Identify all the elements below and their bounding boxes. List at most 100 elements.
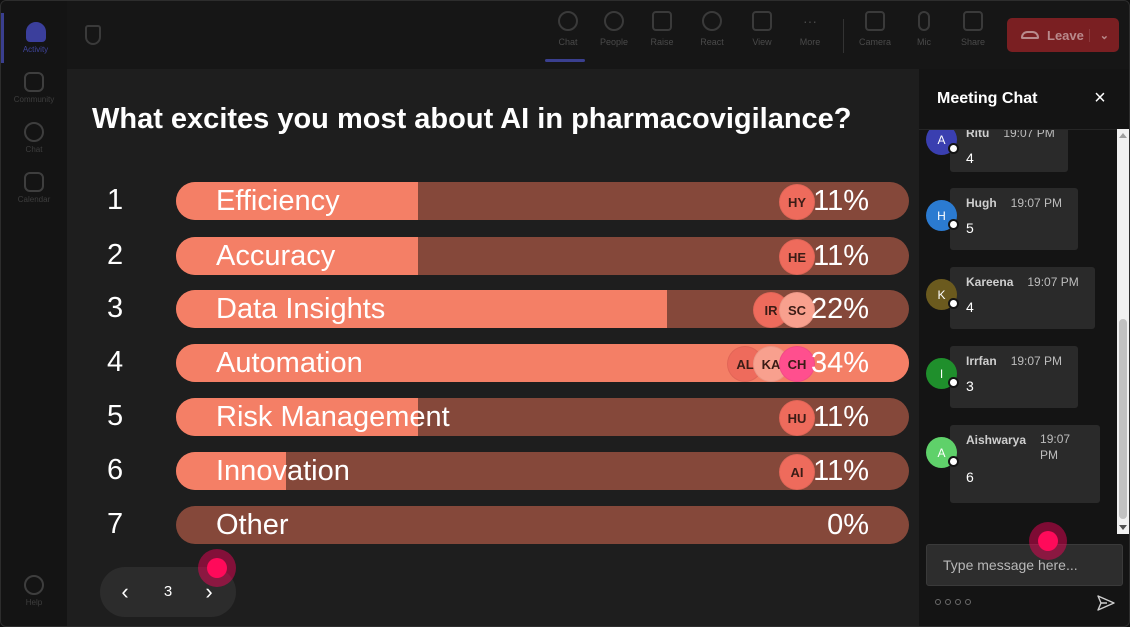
sender-name: Ritu — [966, 129, 990, 140]
poll-option-bar: Risk Management HU 11% — [176, 398, 909, 436]
avatar-initial: H — [937, 208, 946, 223]
chat-scrollbar[interactable] — [1117, 129, 1129, 534]
voter-avatar: CH — [779, 346, 815, 382]
poll-option-row[interactable]: 5 Risk Management HU 11% — [67, 398, 919, 436]
chat-message-list[interactable]: Ritu 19:07 PM 4 A Hugh 19:07 PM 5 H Kareena 19:07… — [919, 129, 1119, 534]
previous-page-button[interactable]: ‹ — [121, 579, 129, 604]
voter-avatars: CH KA AL — [727, 346, 815, 382]
rail-item-label: Chat — [25, 145, 43, 154]
avatar-initial: A — [937, 445, 946, 460]
rail-item-calendar[interactable]: Calendar — [1, 163, 67, 213]
message-time: 19:07 PM — [1003, 129, 1055, 140]
poll-option-row[interactable]: 6 Innovation AI 11% — [67, 452, 919, 490]
scrollbar-thumb[interactable] — [1119, 319, 1127, 519]
poll-option-row[interactable]: 1 Efficiency HY 11% — [67, 182, 919, 220]
poll-option-label: Automation — [216, 347, 363, 379]
send-icon[interactable] — [1097, 595, 1115, 611]
poll-option-label: Other — [216, 509, 289, 541]
toolbar-label: More — [799, 37, 821, 47]
people-icon — [604, 11, 624, 31]
rail-item-activity[interactable]: Activity — [1, 13, 67, 63]
poll-option-number: 3 — [107, 292, 124, 324]
toolbar-more-button[interactable]: ··· More — [785, 11, 835, 59]
poll-option-number: 7 — [107, 508, 124, 540]
poll-option-row[interactable]: 4 Automation CH KA AL 34% — [67, 344, 919, 382]
rail-item-help[interactable]: Help — [1, 566, 67, 616]
toolbar-label: People — [599, 37, 629, 47]
poll-option-bar: Data Insights SC IR 22% — [176, 290, 909, 328]
pointer-highlight — [1029, 522, 1067, 560]
rail-item-community[interactable]: Community — [1, 63, 67, 113]
toolbar-label: Raise — [650, 37, 674, 47]
message-bubble: Hugh 19:07 PM 5 — [950, 188, 1078, 250]
poll-option-percent: 11% — [813, 240, 869, 272]
chat-format-tools — [935, 599, 971, 605]
message-bubble: Aishwarya 19:07 PM 6 — [950, 425, 1100, 503]
toolbar-share-button[interactable]: Share — [948, 11, 998, 59]
poll-option-number: 2 — [107, 239, 124, 271]
poll-option-percent: 11% — [813, 401, 869, 433]
poll-option-percent: 11% — [813, 455, 869, 487]
rail-item-chat[interactable]: Chat — [1, 113, 67, 163]
message-header: Kareena 19:07 PM — [966, 275, 1079, 293]
avatar: H — [926, 200, 959, 231]
rail-item-label: Help — [25, 598, 43, 607]
rail-item-label: Calendar — [17, 195, 51, 204]
poll-option-row[interactable]: 2 Accuracy HE 11% — [67, 237, 919, 275]
toolbar-chat-button[interactable]: Chat — [543, 11, 593, 62]
poll-option-number: 6 — [107, 454, 124, 486]
toolbar-raise-button[interactable]: Raise — [637, 11, 687, 59]
toolbar-label: Share — [960, 37, 986, 47]
toolbar-camera-button[interactable]: Camera — [850, 11, 900, 59]
left-rail: Activity Community Chat Calendar Help — [1, 1, 67, 626]
voter-avatar: SC — [779, 292, 815, 328]
share-icon — [963, 11, 983, 31]
poll-option-percent: 0% — [827, 509, 869, 541]
leave-label: Leave — [1047, 27, 1084, 43]
rail-item-label: Community — [13, 95, 55, 104]
leave-button[interactable]: Leave ⌄ — [1007, 18, 1119, 52]
scroll-up-arrow-icon[interactable] — [1119, 133, 1127, 138]
poll-option-number: 5 — [107, 400, 124, 432]
gif-icon[interactable] — [965, 599, 971, 605]
mic-icon — [918, 11, 930, 31]
message-time: 19:07 PM — [1040, 432, 1071, 462]
format-icon[interactable] — [935, 599, 941, 605]
toolbar-react-button[interactable]: React — [687, 11, 737, 59]
close-icon[interactable]: × — [1094, 87, 1106, 109]
next-page-button[interactable]: › — [205, 579, 213, 604]
poll-option-row[interactable]: 3 Data Insights SC IR 22% — [67, 290, 919, 328]
poll-option-fill — [176, 182, 418, 220]
sender-name: Aishwarya — [966, 433, 1027, 447]
toolbar-mic-button[interactable]: Mic — [899, 11, 949, 59]
poll-option-bar: Accuracy HE 11% — [176, 237, 909, 275]
presence-status-icon — [948, 143, 959, 154]
message-text: 4 — [966, 150, 974, 166]
poll-option-percent: 22% — [810, 293, 869, 325]
message-text: 6 — [966, 469, 974, 485]
hand-icon — [652, 11, 672, 31]
scroll-down-arrow-icon[interactable] — [1119, 525, 1127, 530]
avatar: K — [926, 279, 959, 310]
presence-status-icon — [948, 219, 959, 230]
poll-question: What excites you most about AI in pharma… — [92, 103, 852, 135]
toolbar-people-button[interactable]: People — [589, 11, 639, 59]
toolbar-view-button[interactable]: View — [737, 11, 787, 59]
emoji-icon[interactable] — [955, 599, 961, 605]
more-icon: ··· — [803, 13, 817, 29]
grid-icon — [752, 11, 772, 31]
poll-option-row[interactable]: 7 Other 0% — [67, 506, 919, 544]
chevron-down-icon[interactable]: ⌄ — [1088, 28, 1109, 42]
chat-message-input[interactable] — [926, 544, 1123, 586]
message-time: 19:07 PM — [1010, 354, 1063, 368]
voter-avatar: AI — [779, 454, 815, 490]
message-text: 4 — [966, 299, 974, 315]
attach-icon[interactable] — [945, 599, 951, 605]
sender-name: Hugh — [966, 196, 997, 210]
poll-option-label: Accuracy — [216, 240, 336, 272]
help-icon — [24, 575, 44, 595]
message-text: 3 — [966, 378, 974, 394]
poll-option-label: Efficiency — [216, 185, 340, 217]
avatar-initial: I — [939, 366, 944, 381]
poll-option-bar: Other 0% — [176, 506, 909, 544]
